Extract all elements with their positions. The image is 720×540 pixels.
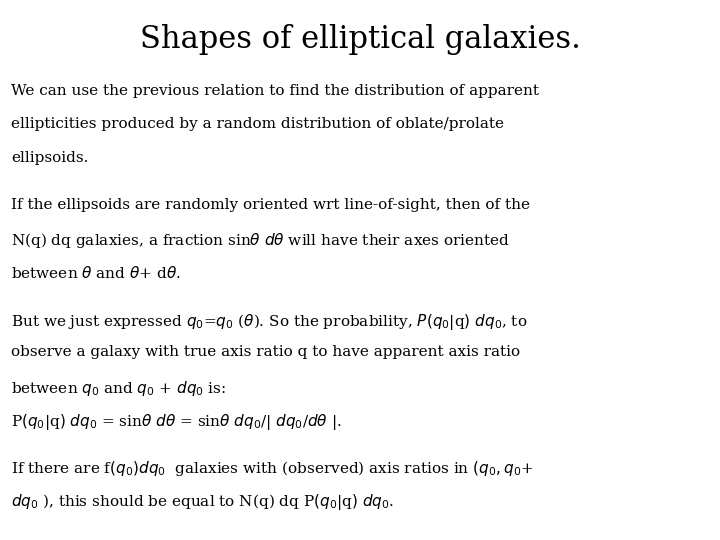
Text: $\mathit{dq_0}$ ), this should be equal to N(q) dq P$\mathit{(q_0}$|q$\mathit{)}: $\mathit{dq_0}$ ), this should be equal … — [11, 492, 394, 512]
Text: between $\mathit{\theta}$ and $\mathit{\theta}$+ d$\mathit{\theta}$.: between $\mathit{\theta}$ and $\mathit{\… — [11, 265, 181, 281]
Text: If the ellipsoids are randomly oriented wrt line-of-sight, then of the: If the ellipsoids are randomly oriented … — [11, 198, 530, 212]
Text: ellipsoids.: ellipsoids. — [11, 151, 88, 165]
Text: N(q) dq galaxies, a fraction sin$\mathit{\theta}$ $\mathit{d\theta}$ will have t: N(q) dq galaxies, a fraction sin$\mathit… — [11, 231, 510, 250]
Text: If there are f$\mathit{(q_0)dq_0}$  galaxies with (observed) axis ratios in $\ma: If there are f$\mathit{(q_0)dq_0}$ galax… — [11, 459, 534, 478]
Text: between $\mathit{q_0}$ and $\mathit{q_0}$ + $\mathit{dq_0}$ is:: between $\mathit{q_0}$ and $\mathit{q_0}… — [11, 379, 226, 397]
Text: observe a galaxy with true axis ratio q to have apparent axis ratio: observe a galaxy with true axis ratio q … — [11, 345, 520, 359]
Text: P$\mathit{(q_0}$|q$\mathit{)}$ $\mathit{dq_0}$ = sin$\mathit{\theta}$ $\mathit{d: P$\mathit{(q_0}$|q$\mathit{)}$ $\mathit{… — [11, 412, 341, 432]
Text: ellipticities produced by a random distribution of oblate/prolate: ellipticities produced by a random distr… — [11, 117, 504, 131]
Text: We can use the previous relation to find the distribution of apparent: We can use the previous relation to find… — [11, 84, 539, 98]
Text: Shapes of elliptical galaxies.: Shapes of elliptical galaxies. — [140, 24, 580, 55]
Text: But we just expressed $\mathit{q_0}$=$\mathit{q_0}$ ($\mathit{\theta}$). So the : But we just expressed $\mathit{q_0}$=$\m… — [11, 312, 527, 332]
